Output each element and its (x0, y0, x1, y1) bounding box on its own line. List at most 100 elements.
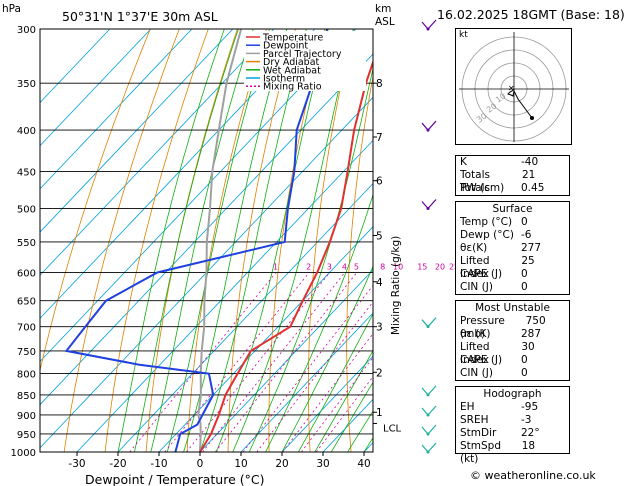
most-unstable-row: CIN (J) 0 (456, 367, 569, 380)
index-row: K -40 (456, 156, 569, 169)
isotherm-line (40, 29, 234, 233)
mixing-ratio-line (301, 356, 373, 452)
mixing-ratio-label: 10 (393, 263, 403, 272)
legend-label: Temperature (262, 33, 323, 44)
lcl-label: LCL (383, 423, 402, 434)
surface-value: 0 (521, 216, 528, 228)
most-unstable-row: CAPE (J) 0 (456, 354, 569, 367)
hodo-ring-label-20: 20 (485, 101, 499, 114)
wind-barb-flag (421, 122, 429, 131)
hodograph-stat-value: -3 (521, 414, 532, 426)
hodograph-stat-row: StmDir 22° (456, 427, 569, 440)
mixing-ratio-label: 1 (273, 263, 278, 272)
mixing-ratio-line (202, 272, 346, 452)
index-row: PW (cm) 0.45 (456, 182, 569, 195)
hodograph-stat-label: StmDir (460, 427, 497, 439)
km-tick-label: 6 (376, 176, 383, 188)
temperature-tick-label: -20 (109, 458, 126, 470)
index-value: -40 (521, 156, 539, 168)
km-tick-label: 8 (376, 78, 383, 90)
pressure-tick-label: 550 (17, 238, 36, 249)
wet-adiabat-line (150, 29, 254, 452)
hodograph-unit: kt (459, 30, 468, 40)
legend-label: Dewpoint (263, 41, 308, 52)
pressure-tick-label: 350 (17, 79, 36, 90)
pressure-tick-label: 450 (17, 167, 36, 178)
wind-barb (427, 317, 437, 328)
isotherm-line (76, 139, 373, 452)
hodograph-stats-title: Hodograph (483, 388, 542, 400)
surface-label: CIN (J) (460, 281, 493, 293)
surface-value: 25 (521, 255, 535, 267)
wet-adiabat-line (330, 381, 373, 452)
pressure-tick-label: 750 (17, 347, 36, 358)
most-unstable-value: 287 (521, 328, 542, 340)
km-tick-label: 5 (376, 231, 383, 243)
surface-row: CIN (J) 0 (456, 281, 569, 294)
wind-barb-flag (421, 444, 429, 453)
surface-label: CAPE (J) (460, 268, 503, 280)
wet-adiabat-line (298, 313, 373, 452)
mixing-ratio-label: 25 (449, 263, 459, 272)
index-label: PW (cm) (460, 182, 505, 194)
pressure-tick-label: 500 (17, 204, 36, 215)
location-title: 50°31'N 1°37'E 30m ASL (62, 9, 218, 24)
wind-barb (427, 385, 437, 396)
most-unstable-value: 0 (521, 367, 528, 379)
date-title: 16.02.2025 18GMT (Base: 18) (437, 7, 625, 22)
most-unstable-row: Pressure (mb) 750 (456, 315, 569, 340)
km-tick-label: 3 (376, 322, 383, 334)
most-unstable-row: Lifted Index 30 (456, 341, 569, 366)
wind-barb (427, 442, 437, 453)
wet-adiabat-line (117, 29, 225, 452)
mixing-ratio-label: 5 (354, 263, 359, 272)
pressure-tick-label: 850 (17, 391, 36, 402)
km-tick-label: 4 (376, 277, 383, 289)
most-unstable-label: Lifted Index (460, 341, 490, 366)
hodograph: kt 10 20 30 ✕ (455, 28, 572, 145)
hodograph-stats-table: Hodograph EH -95 SREH -3 StmDir 22° StmSpd (kt… (455, 386, 570, 465)
isotherm-line (40, 53, 373, 406)
dry-adiabat-line (104, 29, 209, 452)
isotherm-line (40, 29, 316, 319)
index-row: Totals Totals 21 (456, 169, 569, 194)
temperature-tick-label: -10 (150, 458, 167, 470)
index-label: Totals Totals (460, 169, 490, 194)
surface-value: 0 (521, 281, 528, 293)
pressure-tick-label: 600 (17, 269, 36, 280)
mixing-ratio-line (315, 376, 373, 452)
dewpoint-line (64, 29, 329, 452)
surface-row: CAPE (J) 0 (456, 268, 569, 281)
most-unstable-label: Pressure (mb) (460, 315, 505, 340)
hodograph-stat-label: SREH (460, 414, 489, 426)
hodograph-stat-row: EH -95 (456, 401, 569, 414)
wind-barb-flag (421, 426, 429, 435)
wind-barb-flag (421, 319, 429, 328)
wind-barb-dot (426, 27, 430, 31)
mixing-ratio-label: 15 (417, 263, 427, 272)
wind-barb-flag (421, 387, 429, 396)
most-unstable-label: CIN (J) (460, 367, 493, 379)
isotherm-line (40, 29, 275, 276)
surface-value: -6 (521, 229, 532, 241)
isotherm-line (158, 226, 373, 452)
isotherm-line (40, 29, 111, 104)
wind-barb-flag (421, 21, 429, 30)
legend-label: Dry Adiabat (263, 57, 320, 68)
surface-value: 0 (521, 268, 528, 280)
wind-barb (427, 405, 437, 416)
credit-text: © weatheronline.co.uk (470, 469, 596, 482)
legend-label: Wet Adiabat (263, 65, 321, 76)
pressure-tick-label: 400 (17, 126, 36, 137)
wind-barb-flag (421, 407, 429, 416)
most-unstable-value: 0 (521, 354, 528, 366)
most-unstable-label: CAPE (J) (460, 354, 503, 366)
wind-barb (427, 120, 437, 131)
surface-label: Dewp (°C) (460, 229, 514, 241)
mixing-ratio-label: 20 (435, 263, 445, 272)
surface-row: θε(K) 277 (456, 242, 569, 255)
pressure-unit: hPa (2, 3, 21, 15)
dry-adiabat-line (584, 29, 629, 452)
dry-adiabat-line (615, 29, 629, 452)
surface-row: Temp (°C) 0 (456, 216, 569, 229)
